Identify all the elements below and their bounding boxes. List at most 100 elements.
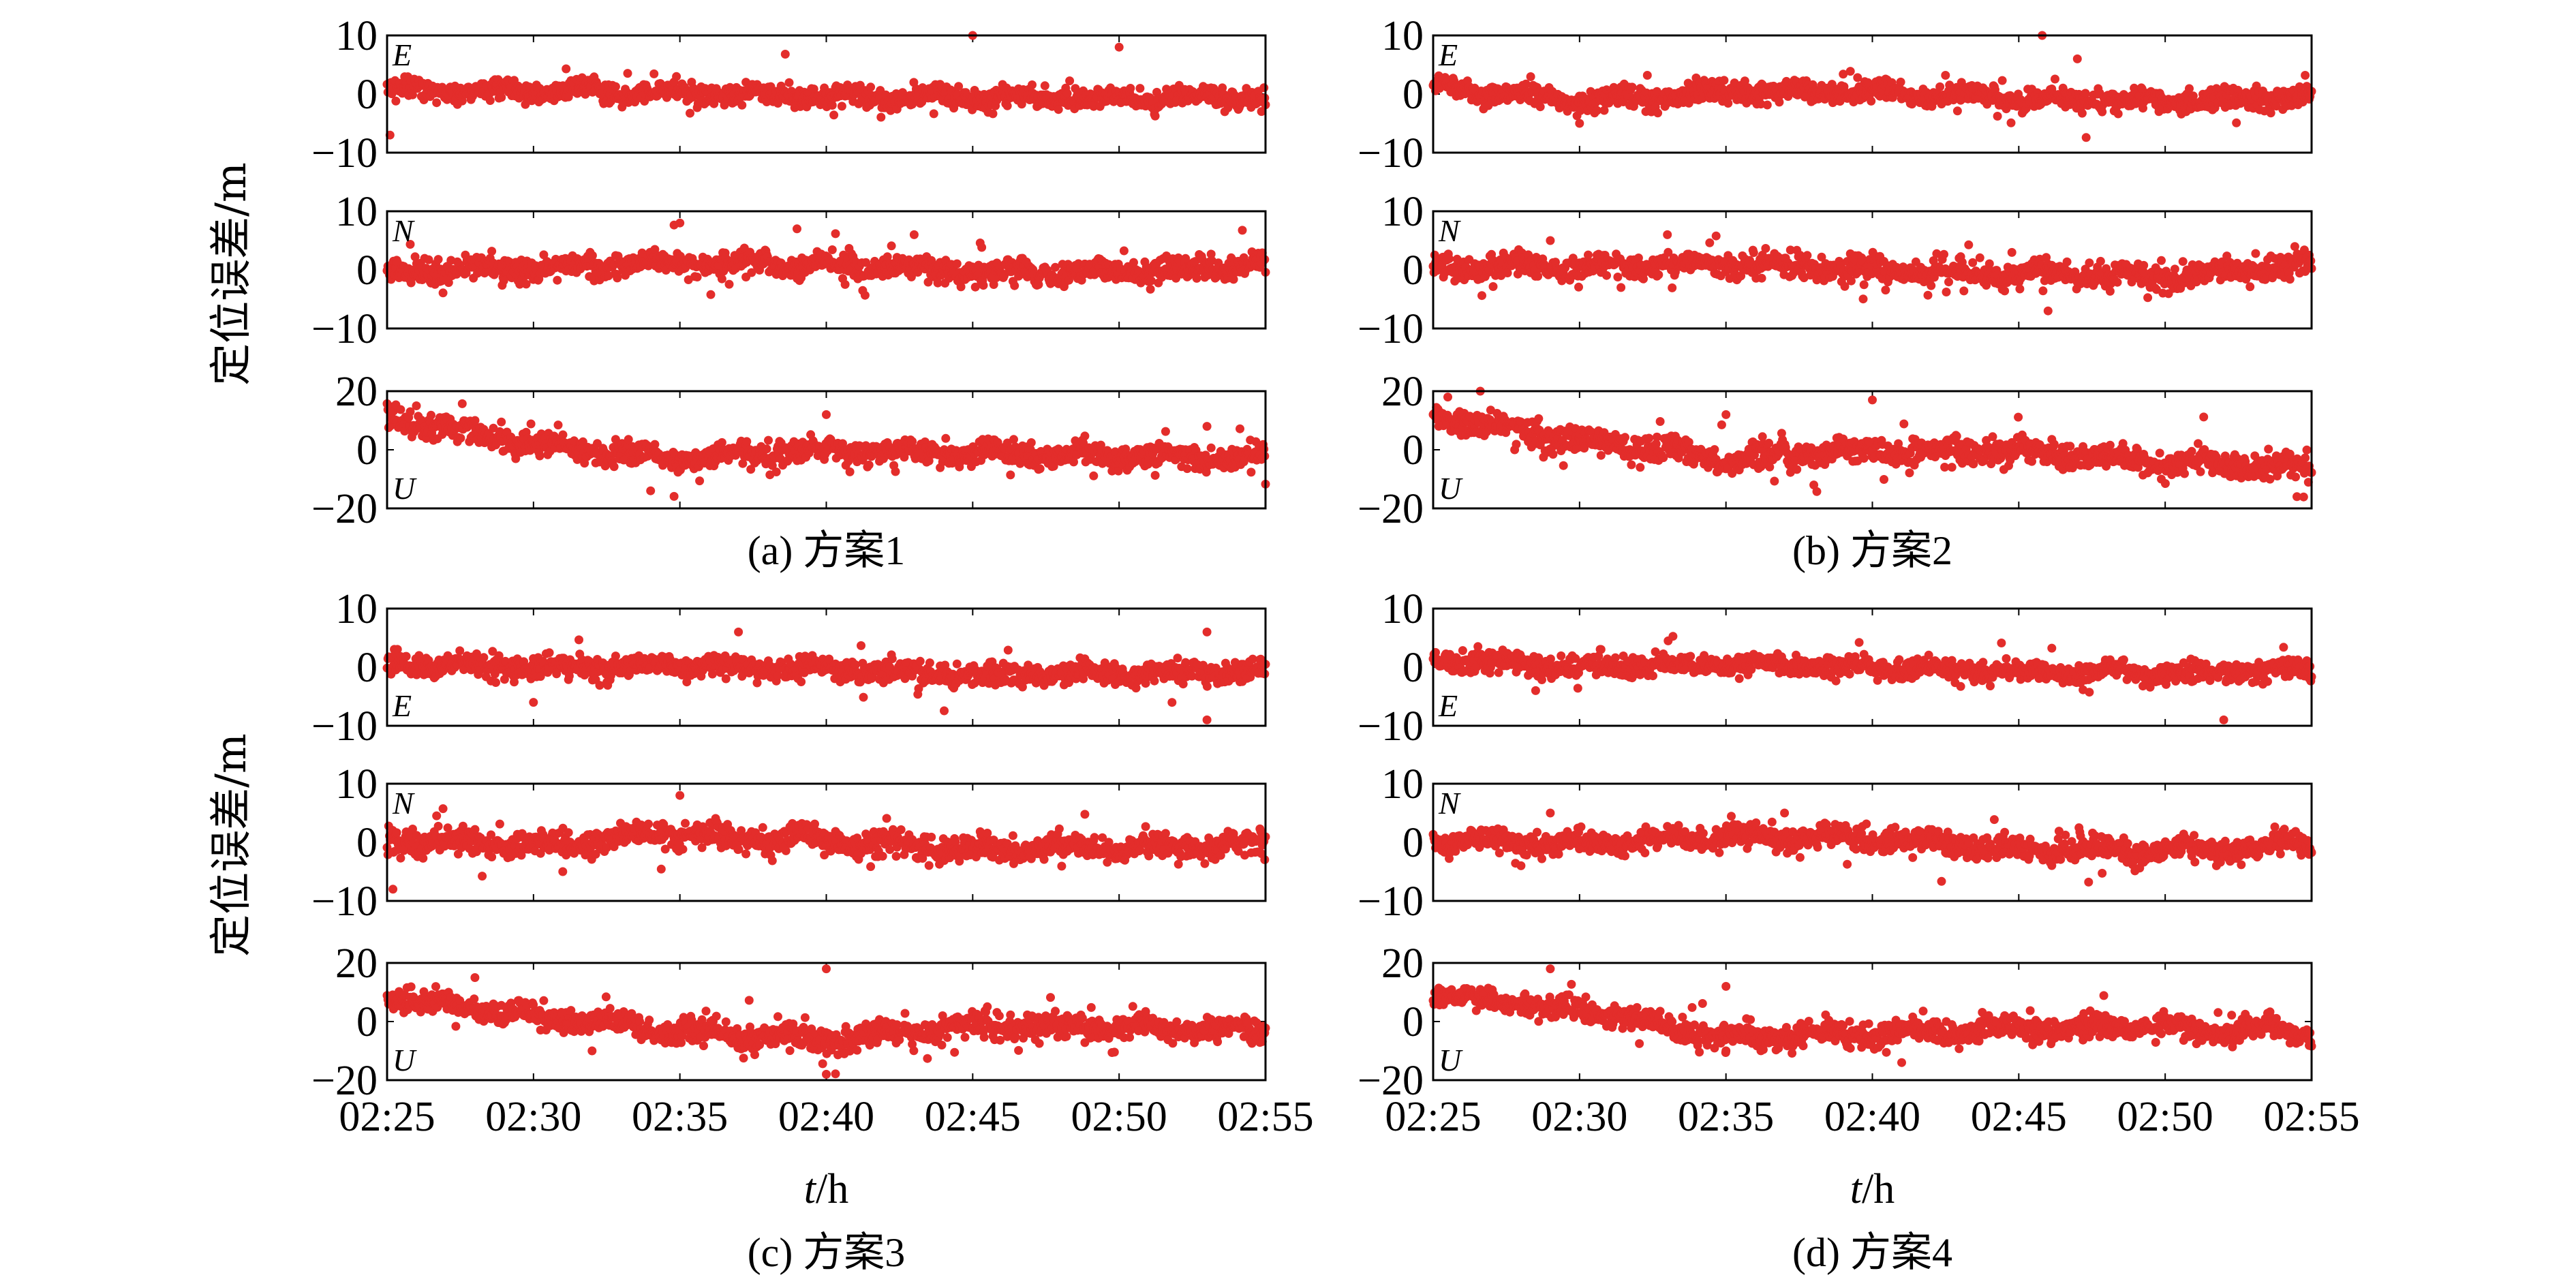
data-point [762,444,771,454]
data-point [1526,72,1535,81]
panel-N: 100−10N [311,189,1270,352]
data-point [1257,107,1266,117]
data-point [1668,283,1677,292]
chart-caption: (a) 方案1 [748,528,906,573]
data-point [410,252,420,262]
data-point [497,417,506,427]
data-point [2051,74,2059,84]
data-point [1642,71,1652,80]
data-point [650,440,660,449]
data-point [1653,108,1663,118]
y-tick-label: 10 [335,189,378,235]
data-point [587,251,597,260]
data-point [2081,133,2091,142]
data-point [564,92,573,102]
data-point [780,50,790,59]
data-point [866,82,876,92]
data-point [1533,271,1543,281]
data-point [891,467,900,476]
data-point [539,250,549,260]
data-point [611,82,620,91]
data-point [1775,97,1784,107]
data-point [1535,102,1545,112]
data-point [1749,248,1758,258]
panel-U: 200−20 U [311,369,1270,532]
y-tick-label: 10 [1381,13,1424,59]
data-point [692,273,702,281]
data-point [941,433,951,443]
y-axis-label-bottom: 定位误差/m [206,733,256,957]
data-point [1009,435,1018,444]
data-point [1246,467,1256,477]
data-point [623,69,632,78]
y-axis-label-text: 定位误差/m [206,162,256,386]
data-point [521,279,531,289]
data-point [929,109,938,119]
data-point [829,110,839,120]
data-point [822,410,831,419]
data-point [1896,77,1905,87]
data-point [1477,291,1486,301]
data-point [675,218,685,228]
data-point [1627,82,1637,92]
data-point [487,247,497,256]
data-point [456,433,465,443]
data-point [1654,270,1663,279]
y-axis-label-top: 定位误差/m [206,162,256,386]
data-point [457,399,467,408]
data-point [1161,427,1170,436]
data-point [2072,54,2082,63]
data-point [424,255,433,264]
component-label: E [392,37,412,72]
data-point [1993,112,2002,121]
y-tick-label: −20 [311,486,378,532]
data-point [396,405,405,414]
data-point [1762,100,1772,110]
y-tick-label: 10 [335,13,378,59]
data-point [887,241,896,251]
data-point [1445,254,1454,264]
y-tick-label: 0 [356,72,378,118]
data-point [724,279,734,289]
data-point [1259,83,1269,93]
data-point [1114,42,1124,52]
data-point [2188,91,2198,101]
data-point [827,101,837,110]
data-point [827,245,837,254]
component-label: N [392,213,415,248]
data-point [845,467,855,476]
data-point [669,491,679,501]
data-point [784,78,794,87]
data-point [1711,231,1721,241]
data-point [771,467,781,476]
data-point [1935,82,1945,91]
data-point [1026,438,1036,447]
data-point [433,255,443,264]
panel-E: 100−10E [1358,13,2316,177]
data-point [1575,119,1584,128]
data-point [860,290,870,300]
data-point [1206,443,1216,453]
data-point [405,240,415,249]
data-point [438,288,448,298]
data-point [977,243,987,252]
data-point [1028,80,1037,89]
data-point [1006,470,1015,480]
data-point [1584,250,1593,260]
data-point [526,419,536,429]
data-point [954,82,964,91]
data-point [1040,81,1049,91]
data-point [1616,283,1626,292]
y-tick-label: −10 [311,130,378,177]
data-point [840,279,850,289]
data-point [2077,108,2087,118]
data-point [562,64,571,74]
data-point [725,82,735,92]
data-series-U [382,399,1270,501]
data-point [408,90,417,99]
data-point [521,99,530,109]
data-point [609,462,619,472]
data-point [1150,471,1160,480]
